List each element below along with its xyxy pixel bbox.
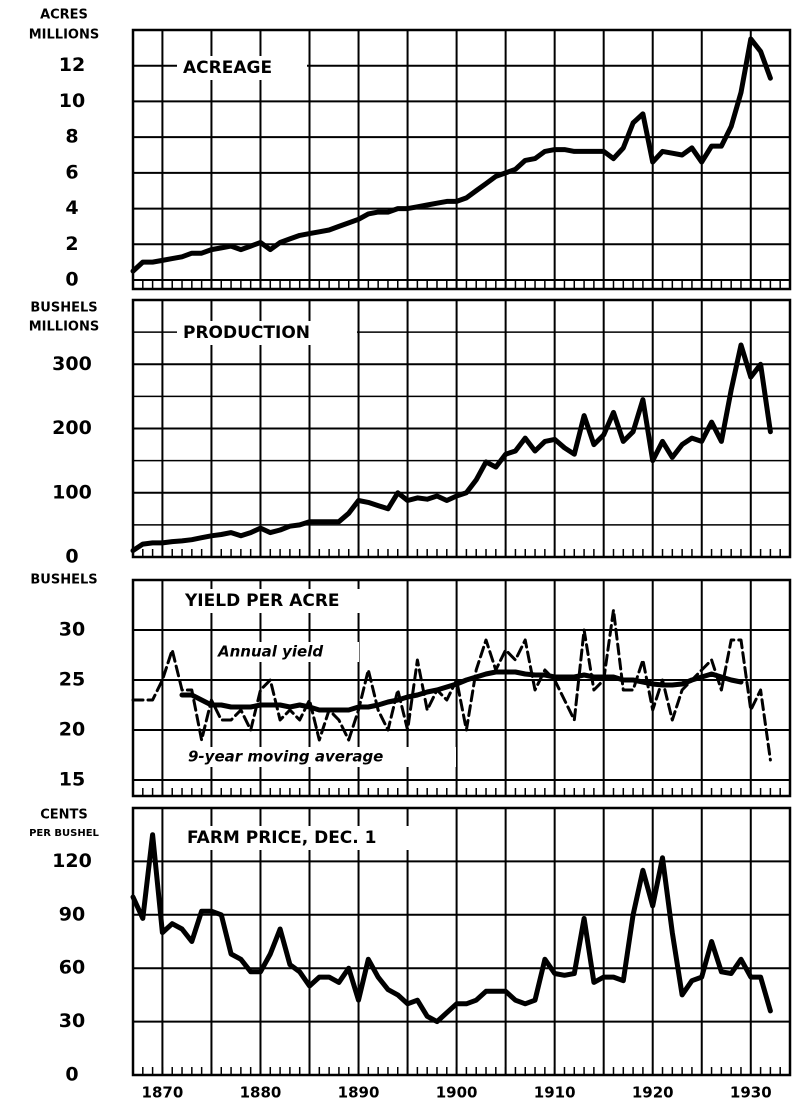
y-tick-label: 15 bbox=[59, 769, 85, 791]
data-line bbox=[179, 669, 744, 713]
y-tick-label: 300 bbox=[52, 353, 92, 375]
dashed-line bbox=[131, 608, 772, 762]
y-tick-label: 120 bbox=[52, 850, 92, 872]
panel-frame bbox=[131, 806, 792, 1077]
y-axis-label: ACRES bbox=[40, 8, 88, 23]
y-tick-label: 6 bbox=[65, 161, 78, 183]
panel-title: FARM PRICE, DEC. 1 bbox=[187, 828, 377, 848]
data-line bbox=[130, 342, 773, 554]
y-tick-label: 30 bbox=[59, 1010, 85, 1032]
annotation-background bbox=[214, 642, 359, 662]
y-tick-label: 90 bbox=[59, 903, 85, 925]
y-tick-label: 0 bbox=[65, 269, 78, 291]
title-background bbox=[177, 321, 357, 345]
panel-frame bbox=[131, 298, 792, 559]
panel-title: YIELD PER ACRE bbox=[184, 591, 340, 611]
title-background bbox=[179, 589, 399, 613]
y-tick-label: 0 bbox=[65, 1064, 78, 1086]
y-tick-label: 200 bbox=[52, 417, 92, 439]
x-tick-label: 1870 bbox=[142, 1084, 184, 1102]
annotation: 9-year moving average bbox=[188, 748, 383, 766]
title-background bbox=[181, 826, 443, 850]
y-tick-label: 20 bbox=[59, 719, 85, 741]
y-tick-label: 25 bbox=[59, 669, 85, 691]
y-tick-label: 8 bbox=[65, 126, 78, 148]
y-tick-label: 0 bbox=[65, 546, 78, 568]
panel-title: PRODUCTION bbox=[183, 323, 310, 343]
y-axis-label: PER BUSHEL bbox=[29, 828, 99, 839]
x-tick-label: 1920 bbox=[632, 1084, 674, 1102]
x-tick-label: 1900 bbox=[436, 1084, 478, 1102]
y-tick-label: 4 bbox=[65, 197, 78, 219]
y-tick-label: 10 bbox=[59, 90, 85, 112]
panel-frame bbox=[131, 578, 792, 798]
y-tick-label: 2 bbox=[65, 233, 78, 255]
y-tick-label: 30 bbox=[59, 619, 85, 641]
y-axis-label: MILLIONS bbox=[29, 28, 99, 43]
y-axis-label: MILLIONS bbox=[29, 320, 99, 335]
x-tick-label: 1890 bbox=[338, 1084, 380, 1102]
panel-title: ACREAGE bbox=[183, 58, 272, 78]
annotation: Annual yield bbox=[217, 643, 323, 661]
y-axis-label: BUSHELS bbox=[30, 573, 97, 588]
y-tick-label: 60 bbox=[59, 957, 85, 979]
data-line bbox=[130, 832, 773, 1025]
y-tick-label: 100 bbox=[52, 481, 92, 503]
panel-frame bbox=[131, 28, 792, 291]
x-tick-label: 1910 bbox=[534, 1084, 576, 1102]
title-background bbox=[177, 56, 307, 80]
x-tick-label: 1880 bbox=[240, 1084, 282, 1102]
y-axis-label: CENTS bbox=[40, 808, 88, 823]
annotation-background bbox=[184, 747, 456, 767]
x-tick-label: 1930 bbox=[730, 1084, 772, 1102]
data-line bbox=[130, 36, 773, 274]
y-tick-label: 12 bbox=[59, 54, 85, 76]
y-axis-label: BUSHELS bbox=[30, 301, 97, 316]
